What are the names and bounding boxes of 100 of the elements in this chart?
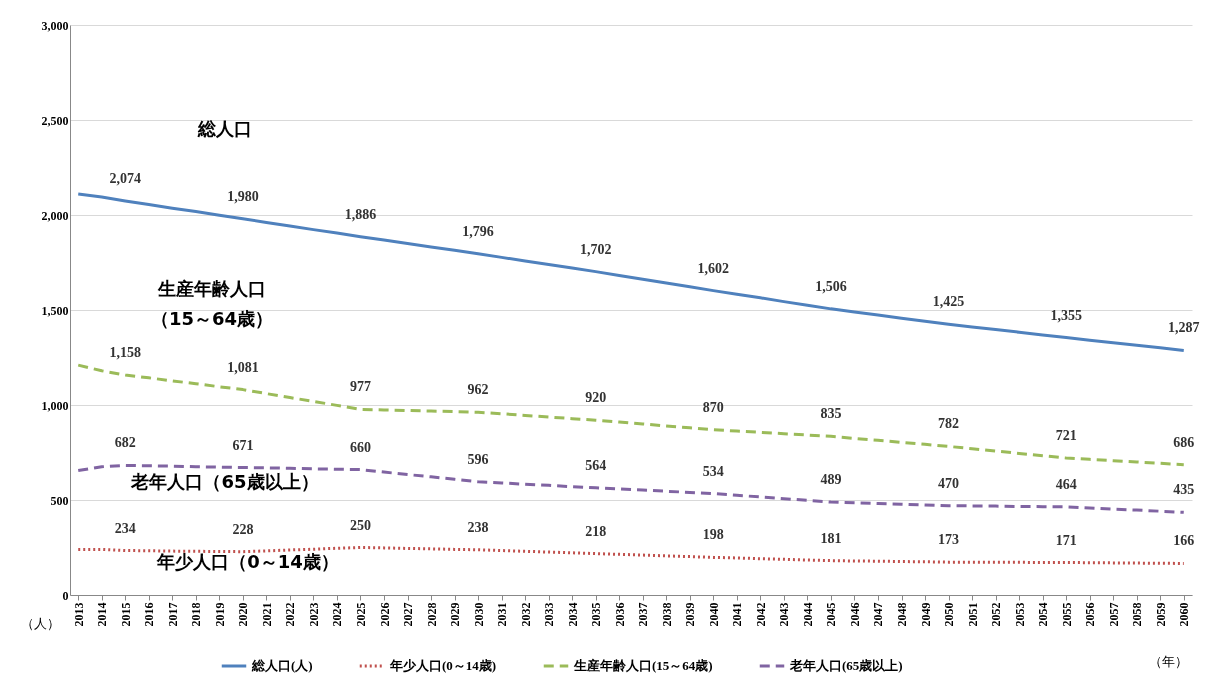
data-label: 1,287: [1168, 320, 1200, 336]
legend-label: 総人口(人): [251, 658, 313, 673]
x-tick-label: 2045: [824, 602, 839, 627]
x-tick-label: 2024: [330, 602, 345, 627]
x-tick-label: 2060: [1177, 602, 1192, 627]
x-tick-label: 2019: [212, 602, 227, 627]
data-label: 464: [1055, 476, 1077, 492]
x-tick-label: 2030: [471, 602, 486, 627]
data-label: 1,796: [462, 223, 494, 239]
data-label: 1,886: [344, 206, 377, 222]
data-label: 250: [350, 517, 371, 533]
x-tick-label: 2038: [659, 602, 674, 627]
data-label: 228: [232, 521, 254, 537]
x-tick-label: 2040: [706, 602, 721, 627]
x-tick-label: 2041: [730, 602, 745, 627]
x-tick-label: 2057: [1106, 602, 1121, 627]
x-tick-label: 2058: [1130, 602, 1145, 627]
x-tick-label: 2047: [871, 602, 886, 627]
x-tick-label: 2052: [989, 602, 1004, 627]
x-tick-label: 2049: [918, 602, 933, 627]
data-label: 1,506: [815, 278, 847, 294]
annotation: 総人口: [197, 118, 252, 139]
x-tick-label: 2048: [895, 602, 909, 627]
x-tick-label: 2023: [306, 602, 321, 627]
x-tick-label: 2053: [1012, 602, 1027, 627]
x-tick-label: 2026: [377, 602, 392, 627]
legend-label: 生産年齢人口(15～64歳): [573, 658, 713, 673]
x-tick-label: 2036: [612, 602, 627, 627]
x-axis-title: （年）: [1148, 653, 1188, 669]
x-tick-label: 2042: [753, 602, 768, 627]
annotation: （15～64歳）: [150, 308, 274, 329]
y-tick-label: 0: [62, 588, 69, 603]
data-label: 181: [820, 530, 842, 546]
data-label: 218: [585, 523, 607, 539]
y-tick-label: 500: [50, 493, 69, 508]
y-tick-label: 1,000: [41, 398, 69, 413]
data-label: 2,074: [109, 170, 142, 186]
x-tick-label: 2046: [847, 602, 862, 627]
data-label: 782: [938, 416, 960, 432]
data-label: 173: [938, 532, 960, 548]
data-label: 1,602: [697, 260, 730, 276]
x-tick-label: 2025: [354, 602, 368, 627]
data-label: 596: [467, 451, 489, 467]
data-label: 962: [467, 382, 489, 398]
y-tick-label: 2,000: [41, 208, 69, 223]
x-tick-label: 2032: [518, 602, 533, 627]
x-tick-label: 2022: [283, 602, 298, 627]
x-tick-label: 2018: [189, 602, 204, 627]
y-axis-title: （人）: [21, 615, 60, 631]
data-label: 1,355: [1050, 307, 1082, 323]
data-label: 171: [1055, 532, 1077, 548]
x-tick-label: 2059: [1153, 602, 1168, 627]
data-label: 835: [820, 406, 842, 422]
data-label: 1,081: [227, 359, 259, 375]
data-label: 234: [114, 520, 136, 536]
data-label: 470: [938, 475, 960, 491]
x-tick-label: 2021: [259, 602, 274, 627]
y-tick-label: 3,000: [41, 18, 69, 33]
data-label: 1,425: [932, 294, 965, 310]
x-tick-label: 2051: [965, 602, 980, 627]
data-label: 870: [702, 399, 724, 415]
x-tick-label: 2039: [683, 602, 698, 627]
x-tick-label: 2056: [1083, 602, 1098, 627]
data-label: 977: [350, 379, 371, 395]
x-tick-label: 2020: [236, 602, 251, 627]
data-label: 920: [585, 390, 607, 406]
x-tick-label: 2033: [542, 602, 557, 627]
x-tick-label: 2037: [636, 602, 651, 627]
data-label: 564: [585, 457, 607, 473]
annotation: 生産年齢人口: [157, 278, 266, 299]
data-label: 435: [1173, 482, 1195, 498]
data-label: 198: [702, 527, 724, 543]
data-label: 238: [467, 519, 489, 535]
data-label: 534: [702, 463, 724, 479]
x-tick-label: 2029: [448, 602, 463, 627]
legend-label: 年少人口(0～14歳): [389, 658, 497, 673]
data-label: 660: [350, 439, 371, 455]
data-label: 1,980: [227, 188, 259, 204]
x-tick-label: 2054: [1036, 602, 1051, 627]
x-tick-label: 2016: [142, 602, 157, 627]
x-tick-label: 2028: [424, 602, 439, 627]
x-tick-label: 2014: [95, 602, 110, 627]
x-tick-label: 2044: [800, 602, 815, 627]
data-label: 489: [820, 472, 842, 488]
data-label: 721: [1055, 428, 1077, 444]
x-tick-label: 2055: [1059, 602, 1074, 627]
legend-label: 老年人口(65歳以上): [789, 658, 903, 673]
y-tick-label: 1,500: [41, 303, 69, 318]
x-tick-label: 2031: [495, 602, 510, 627]
data-label: 671: [232, 437, 254, 453]
data-label: 682: [114, 435, 136, 451]
x-tick-label: 2050: [942, 602, 957, 627]
x-tick-label: 2027: [401, 602, 416, 627]
x-tick-label: 2043: [777, 602, 792, 627]
x-tick-label: 2017: [165, 602, 180, 627]
x-tick-label: 2013: [71, 602, 86, 627]
data-label: 686: [1173, 434, 1195, 450]
annotation: 老年人口（65歳以上）: [130, 471, 319, 492]
data-label: 1,158: [109, 344, 142, 360]
annotation: 年少人口（0～14歳）: [156, 551, 339, 572]
